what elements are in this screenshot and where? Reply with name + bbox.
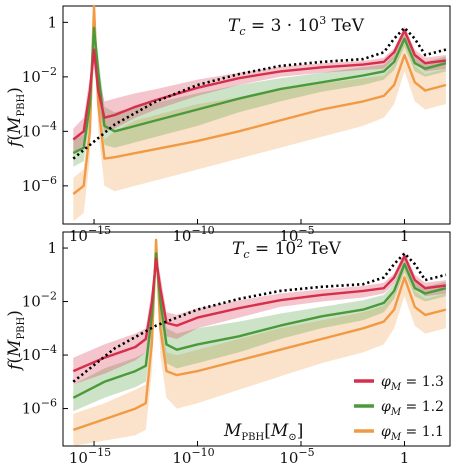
y-tick-label: 10−2 [22,65,57,86]
panel-bottom-xlabel: MPBH[M⊙] [223,421,303,443]
legend-label: φM = 1.1 [381,424,444,443]
legend: φM = 1.3 φM = 1.2 φM = 1.1 [354,374,444,443]
series-line-4a9a3a [72,26,447,155]
legend-label: φM = 1.2 [381,399,444,418]
legend-label: φM = 1.3 [381,374,444,393]
y-tick-label: 10−6 [22,174,57,195]
panel-bottom-xticks: 10−15 10−10 10−5 1 [69,441,409,467]
band-f19a45 [73,6,446,222]
series-line-4a9a3a [72,252,447,399]
panel-bottom-ylabel: f(MPBH) [5,310,27,372]
x-tick-label: 10−10 [172,224,214,245]
x-tick-label: 10−10 [172,446,214,467]
panel-top-bands [73,6,446,222]
panel-top: 10−610−410−21 10−15 10−10 10−5 1 Tc = 3 · 1… [5,4,451,245]
series-line-f19a45 [72,238,447,432]
y-tick-label: 10−2 [22,290,57,311]
series-line-d62f4b [72,254,447,373]
panel-bottom-lines [72,238,447,432]
panel-bottom-annotation: Tc = 102 TeV [232,237,342,261]
series-line-d62f4b [72,29,447,141]
panel-top-ylabel: f(MPBH) [5,87,27,149]
y-tick-label: 10−4 [22,119,57,140]
series-line-f19a45 [72,4,447,195]
panel-bottom: 10−6 10−4 10−2 1 10−15 10−10 10−5 1 Tc = 102 T… [5,231,451,467]
panel-top-annotation: Tc = 3 · 103 TeV [228,14,365,38]
y-tick-label: 10−4 [22,343,57,364]
x-tick-label: 10−15 [69,446,111,467]
x-tick-label: 10−15 [69,224,111,245]
x-tick-label: 1 [400,449,410,467]
panel-top-yticks: 10−6 10−4 10−2 1 [22,13,68,195]
panel-bottom-frame [62,231,451,447]
panel-top-frame [62,5,451,225]
x-tick-label: 10−5 [279,446,314,467]
panel-top-bound [72,25,447,160]
panel-bottom-bound [72,251,447,383]
panel-bottom-yticks: 10−6 10−4 10−2 1 [22,239,68,418]
bound-curve [72,25,447,160]
y-tick-label: 1 [47,239,57,257]
y-tick-label: 1 [47,13,57,31]
x-tick-label: 1 [400,227,410,245]
panel-top-lines [72,4,447,195]
band-4a9a3a [73,245,446,412]
bound-curve [72,251,447,383]
band-f19a45 [73,232,446,446]
y-tick-label: 10−6 [22,397,57,418]
